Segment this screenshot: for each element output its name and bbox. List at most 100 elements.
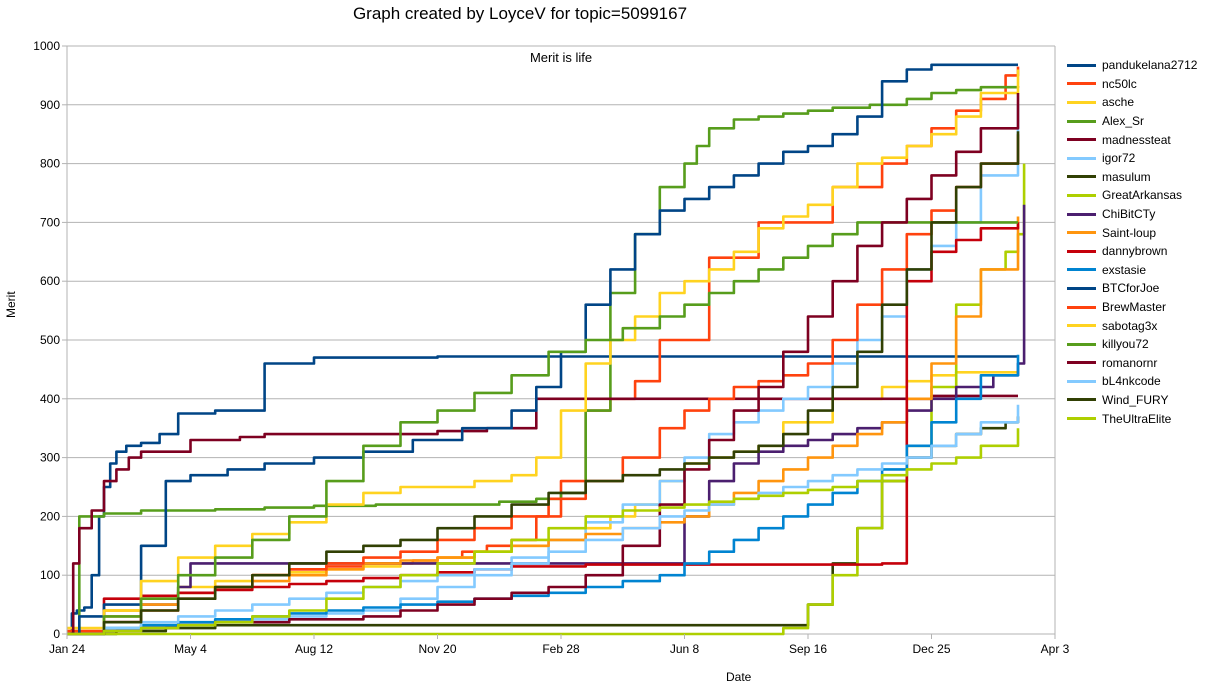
legend-label: Saint-loup — [1102, 225, 1157, 240]
legend-item: TheUltraElite — [1067, 409, 1197, 428]
x-tick-label: Feb 28 — [542, 642, 580, 656]
y-tick-label: 300 — [40, 451, 60, 465]
y-tick-label: 200 — [40, 509, 60, 523]
legend-item: igor72 — [1067, 149, 1197, 168]
legend-item: romanornr — [1067, 354, 1197, 373]
legend-item: dannybrown — [1067, 242, 1197, 261]
legend-swatch — [1067, 249, 1096, 253]
legend-swatch — [1067, 398, 1096, 402]
legend-label: BTCforJoe — [1102, 281, 1160, 296]
x-tick-label: Sep 16 — [789, 642, 827, 656]
legend-label: sabotag3x — [1102, 318, 1158, 333]
legend-swatch — [1067, 100, 1096, 104]
series-line-brewmaster — [67, 134, 1020, 636]
legend-swatch — [1067, 342, 1096, 346]
legend-swatch — [1067, 175, 1096, 179]
legend-label: pandukelana2712 — [1102, 58, 1198, 73]
legend-item: Alex_Sr — [1067, 112, 1197, 131]
legend-label: ChiBitCTy — [1102, 207, 1156, 222]
series-line-wind-fury — [67, 131, 1020, 636]
legend-item: asche — [1067, 93, 1197, 112]
legend-item: madnessteat — [1067, 130, 1197, 149]
y-tick-label: 1000 — [33, 39, 60, 53]
y-axis-title: Merit — [4, 291, 18, 318]
legend-label: exstasie — [1102, 262, 1147, 277]
chart-legend: pandukelana2712 nc50lc asche Alex_Sr madness… — [1067, 56, 1197, 428]
x-tick-label: Jun 8 — [670, 642, 700, 656]
legend-item: BTCforJoe — [1067, 279, 1197, 298]
legend-label: igor72 — [1102, 151, 1136, 166]
y-tick-label: 700 — [40, 215, 60, 229]
series-line-killyou72 — [67, 221, 1018, 636]
chart-subtitle: Merit is life — [529, 50, 593, 65]
chart-title: Graph created by LoyceV for topic=509916… — [352, 4, 688, 23]
legend-label: nc50lc — [1102, 76, 1137, 91]
chart-axes: 0 100 200 300 400 500 600 700 800 900 1000 Jan 24 Ma… — [33, 39, 1069, 656]
legend-label: BrewMaster — [1102, 300, 1167, 315]
legend-item: pandukelana2712 — [1067, 56, 1197, 75]
legend-swatch — [1067, 156, 1096, 160]
legend-label: Alex_Sr — [1102, 114, 1145, 129]
legend-swatch — [1067, 119, 1096, 123]
legend-item: Saint-loup — [1067, 223, 1197, 242]
y-tick-label: 400 — [40, 392, 60, 406]
legend-label: TheUltraElite — [1102, 411, 1172, 426]
y-tick-label: 0 — [53, 627, 60, 641]
y-tick-label: 600 — [40, 274, 60, 288]
legend-item: nc50lc — [1067, 75, 1197, 94]
legend-item: ChiBitCTy — [1067, 205, 1197, 224]
x-tick-label: Dec 25 — [912, 642, 950, 656]
legend-label: GreatArkansas — [1102, 188, 1183, 203]
series-line-chibitcty — [67, 204, 1026, 636]
legend-item: GreatArkansas — [1067, 186, 1197, 205]
legend-swatch — [1067, 138, 1096, 142]
legend-label: Wind_FURY — [1102, 392, 1169, 407]
x-tick-label: Jan 24 — [49, 642, 85, 656]
legend-label: masulum — [1102, 169, 1151, 184]
legend-label: bL4nkcode — [1102, 374, 1161, 389]
series-line-asche — [67, 371, 1018, 630]
x-tick-label: Apr 3 — [1041, 642, 1070, 656]
legend-swatch — [1067, 268, 1096, 272]
y-tick-label: 900 — [40, 98, 60, 112]
legend-swatch — [1067, 286, 1096, 290]
y-tick-label: 500 — [40, 333, 60, 347]
legend-swatch — [1067, 63, 1096, 67]
legend-swatch — [1067, 417, 1096, 421]
chart-series-group — [67, 63, 1026, 636]
x-axis-title: Date — [726, 670, 752, 684]
legend-item: bL4nkcode — [1067, 372, 1197, 391]
legend-label: dannybrown — [1102, 244, 1168, 259]
legend-label: asche — [1102, 95, 1135, 110]
series-line-pandukelana2712 — [67, 355, 1018, 636]
legend-swatch — [1067, 82, 1096, 86]
series-line-theultraelite — [67, 428, 1020, 636]
legend-swatch — [1067, 324, 1096, 328]
series-line-bl4nkcode — [67, 404, 1020, 636]
series-line-dannybrown — [67, 222, 1020, 636]
legend-item: killyou72 — [1067, 335, 1197, 354]
x-tick-label: Nov 20 — [418, 642, 456, 656]
series-line-alex-sr — [67, 85, 1020, 636]
legend-swatch — [1067, 305, 1096, 309]
legend-swatch — [1067, 379, 1096, 383]
legend-swatch — [1067, 231, 1096, 235]
legend-item: sabotag3x — [1067, 316, 1197, 335]
series-line-romanornr — [67, 93, 1020, 636]
x-tick-label: May 4 — [174, 642, 207, 656]
legend-swatch — [1067, 193, 1096, 197]
series-line-saint-loup — [67, 216, 1020, 636]
legend-label: killyou72 — [1102, 337, 1149, 352]
legend-item: exstasie — [1067, 261, 1197, 280]
series-line-madnessteat — [67, 394, 1018, 636]
series-line-masulum — [67, 416, 1020, 636]
legend-item: masulum — [1067, 168, 1197, 187]
legend-label: romanornr — [1102, 355, 1158, 370]
series-line-igor72 — [67, 104, 1020, 636]
y-tick-label: 100 — [40, 568, 60, 582]
legend-item: BrewMaster — [1067, 298, 1197, 317]
x-tick-label: Aug 12 — [295, 642, 333, 656]
y-tick-label: 800 — [40, 157, 60, 171]
legend-swatch — [1067, 212, 1096, 216]
